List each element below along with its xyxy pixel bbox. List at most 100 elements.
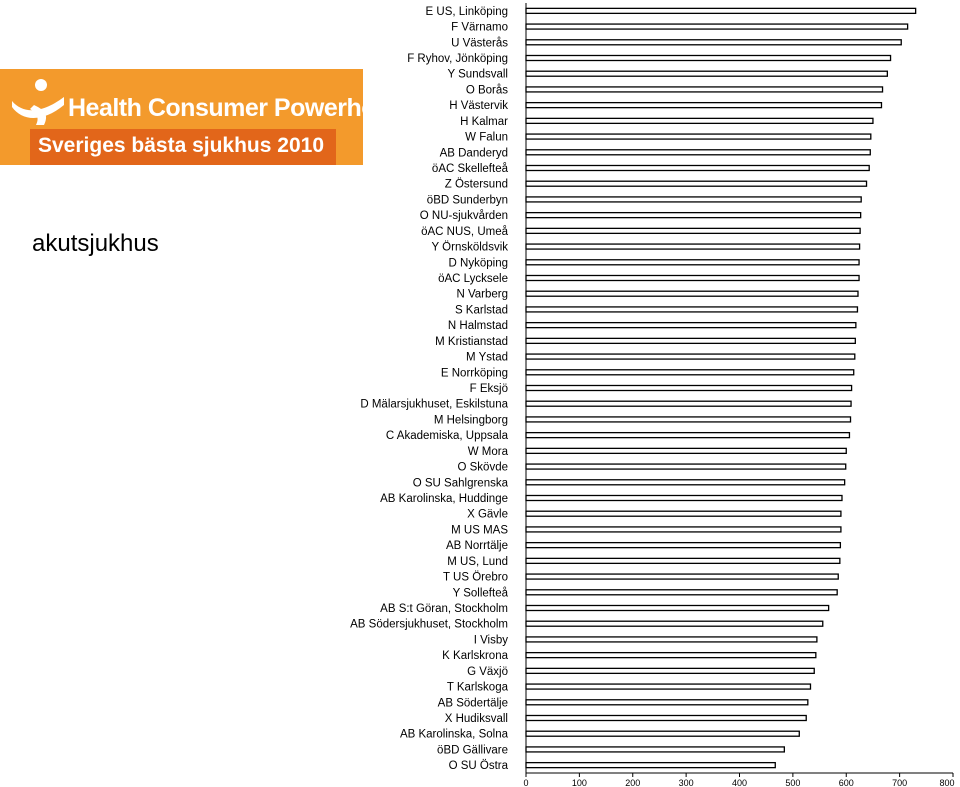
bar [525, 227, 861, 235]
x-tick-label: 300 [679, 778, 694, 787]
category-label: M Kristianstad [435, 336, 508, 348]
bar [525, 573, 839, 580]
category-label: N Varberg [456, 289, 508, 301]
category-label: Y Sundsvall [447, 69, 508, 81]
bar [525, 164, 870, 172]
category-label: N Halmstad [448, 320, 508, 332]
category-label: öAC NUS, Umeå [421, 226, 509, 238]
bar [525, 101, 883, 109]
person-logo-icon [12, 79, 64, 125]
bar [525, 557, 841, 565]
x-axis: 0 100 200 300 400 500 600 700 800 [523, 772, 955, 787]
category-label: E US, Linköping [426, 6, 508, 18]
category-label: O NU-sjukvården [420, 210, 508, 222]
bar [525, 39, 902, 46]
bar [525, 526, 842, 533]
category-label: F Eksjö [470, 383, 508, 395]
category-label: T Karlskoga [447, 682, 509, 694]
bar [525, 196, 862, 203]
bar [525, 133, 872, 140]
bar [525, 259, 860, 266]
bar [525, 651, 817, 659]
bar [525, 337, 856, 345]
category-label: öBD Gällivare [437, 744, 508, 756]
bar [525, 306, 859, 313]
category-label: C Akademiska, Uppsala [386, 430, 509, 442]
x-tick-label: 0 [523, 778, 528, 787]
bar [525, 699, 809, 706]
category-label: O SU Östra [449, 760, 509, 772]
bar [525, 321, 857, 329]
category-label: X Gävle [467, 509, 508, 521]
category-label: AB S:t Göran, Stockholm [380, 603, 508, 615]
bar [525, 494, 843, 502]
x-tick-label: 100 [572, 778, 587, 787]
health-consumer-powerhouse-logo: Health Consumer Powerhouse Sveriges bäst… [0, 69, 418, 165]
bar [525, 290, 859, 297]
category-label: M Ystad [466, 352, 508, 364]
category-label: H Kalmar [460, 116, 508, 128]
category-label: D Mälarsjukhuset, Eskilstuna [360, 399, 508, 411]
category-label: D Nyköping [449, 257, 508, 269]
bar [525, 761, 776, 769]
category-label: öBD Sunderbyn [427, 194, 508, 206]
bar [525, 369, 855, 376]
x-tick-label: 700 [892, 778, 907, 787]
category-label: G Växjö [467, 666, 508, 678]
bar [525, 730, 800, 737]
x-tick-label: 600 [839, 778, 854, 787]
bar [525, 589, 838, 596]
bar [525, 463, 847, 470]
category-label: F Ryhov, Jönköping [407, 53, 508, 65]
logo-tagline-band: Sveriges bästa sjukhus 2010 [30, 129, 336, 165]
bars-group [525, 7, 917, 769]
bar [525, 149, 871, 156]
category-label: K Karlskrona [442, 650, 508, 662]
category-label: AB Karolinska, Huddinge [380, 493, 508, 505]
category-label: W Mora [468, 446, 509, 458]
category-label: I Visby [474, 634, 509, 646]
logo-name: Health Consumer Powerhouse [68, 94, 418, 122]
bar [525, 447, 847, 455]
x-tick-label: 500 [785, 778, 800, 787]
category-label: M US, Lund [447, 556, 508, 568]
category-label: T US Örebro [443, 572, 508, 584]
bar [525, 353, 856, 360]
bar [525, 70, 889, 77]
bar [525, 274, 860, 282]
category-label: O Borås [466, 84, 508, 96]
category-label: akutsjukhus [32, 230, 159, 257]
bar [525, 431, 851, 439]
bar [525, 180, 868, 187]
bar [525, 636, 818, 643]
category-label: AB Södertälje [438, 697, 508, 709]
bar [525, 746, 785, 753]
bar [525, 510, 842, 517]
category-label: AB Karolinska, Solna [400, 729, 509, 741]
bar [525, 7, 917, 15]
category-label: H Västervik [449, 100, 508, 112]
bar [525, 86, 884, 93]
category-label: U Västerås [451, 37, 508, 49]
category-label: W Falun [465, 132, 508, 144]
category-label: E Norrköping [441, 367, 508, 379]
bar [525, 54, 892, 62]
category-label: F Värnamo [451, 22, 508, 34]
bar [525, 384, 853, 392]
bar [525, 23, 909, 30]
bar [525, 479, 846, 486]
category-labels-group: E US, Linköping F Värnamo U Västerås F Ryho… [350, 6, 508, 772]
bar [525, 243, 861, 250]
bar [525, 620, 824, 627]
bar [525, 541, 842, 549]
category-label: Y Sollefteå [453, 587, 509, 599]
category-label: X Hudiksvall [445, 713, 508, 725]
category-label: S Karlstad [455, 304, 508, 316]
category-label: öAC Skellefteå [432, 163, 509, 175]
category-label: AB Danderyd [440, 147, 508, 159]
category-label: öAC Lycksele [438, 273, 508, 285]
bar [525, 416, 852, 423]
bar [525, 714, 807, 722]
category-label: AB Södersjukhuset, Stockholm [350, 619, 508, 631]
